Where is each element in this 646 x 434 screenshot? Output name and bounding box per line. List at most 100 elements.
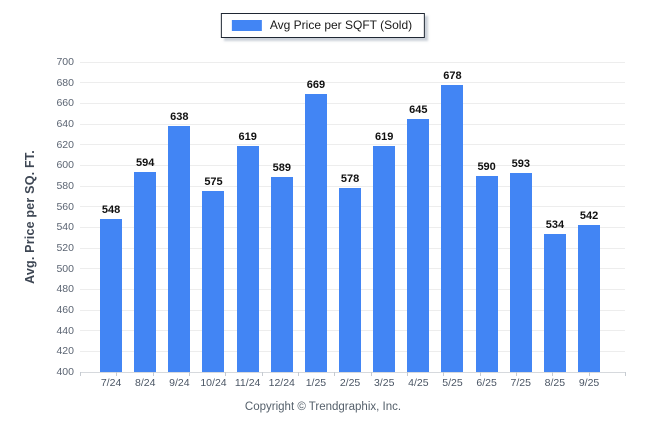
bar (475, 175, 498, 372)
x-tick-label: 9/24 (169, 377, 190, 389)
x-tick-label: 6/25 (476, 377, 497, 389)
y-tick-label: 660 (56, 97, 74, 110)
axis-tick-mark (225, 372, 227, 376)
y-tick-label: 680 (56, 76, 74, 89)
x-tick-label: 9/25 (578, 377, 600, 389)
y-tick-label: 640 (56, 118, 74, 130)
bar-value-label: 594 (136, 156, 155, 169)
bar-value-label: 678 (443, 69, 462, 82)
y-tick-label: 500 (56, 262, 74, 275)
bar (339, 188, 362, 372)
bar-value-label: 575 (204, 176, 223, 189)
x-tick-label: 7/25 (510, 377, 531, 389)
gridline (80, 164, 625, 166)
bar-cell-2-25: 578 (333, 173, 367, 372)
y-tick-label: 560 (56, 200, 74, 213)
bar-cell-10-24: 575 (196, 176, 230, 372)
y-tick-label: 540 (56, 221, 74, 234)
x-tick-label: 1/25 (305, 377, 327, 389)
axis-tick-mark (552, 372, 554, 376)
bar (543, 233, 566, 372)
x-tick-label: 4/25 (408, 377, 429, 389)
bar-cell-9-25: 542 (572, 210, 606, 372)
bar-value-label: 638 (170, 111, 189, 124)
bar-cell-11-24: 619 (231, 131, 265, 372)
axis-tick-mark (370, 372, 372, 376)
y-tick-label: 600 (56, 159, 74, 172)
bar-value-label: 578 (340, 173, 360, 186)
y-tick-label: 420 (56, 345, 74, 358)
x-tick-label: 11/24 (234, 377, 261, 389)
bar-value-label: 593 (511, 157, 530, 170)
axis-tick-mark (443, 372, 445, 376)
bar (509, 172, 532, 372)
y-tick-label: 480 (56, 283, 74, 296)
bar-cell-12-24: 589 (265, 162, 299, 372)
axis-tick-mark (334, 372, 336, 376)
bar-value-label: 645 (409, 103, 428, 116)
x-tick-label: 8/25 (544, 377, 566, 389)
bar (441, 84, 464, 372)
bar-cell-7-24: 548 (94, 204, 128, 372)
gridline (80, 144, 625, 146)
bar-cell-5-25: 678 (435, 70, 469, 372)
axis-tick-mark (298, 372, 299, 376)
bar (270, 176, 293, 372)
bar-cell-6-25: 590 (470, 161, 504, 372)
bar-cell-9-24: 638 (162, 111, 196, 372)
bar (304, 94, 327, 372)
bar (100, 219, 123, 372)
gridline (80, 123, 625, 125)
bar (168, 126, 191, 372)
bar (134, 171, 157, 372)
bar-value-label: 590 (477, 160, 496, 173)
axis-tick-mark (479, 372, 481, 376)
x-tick-label: 10/24 (200, 377, 227, 389)
gridline (80, 82, 625, 84)
bar (202, 191, 225, 372)
bar-cell-8-25: 534 (538, 219, 572, 372)
bar-value-label: 589 (272, 161, 291, 174)
gridline (80, 102, 625, 104)
bar-value-label: 542 (579, 210, 599, 223)
y-tick-label: 620 (56, 138, 74, 151)
axis-tick-mark (189, 372, 190, 376)
bar-cell-1-25: 669 (299, 79, 333, 372)
x-tick-label: 8/24 (134, 377, 156, 389)
x-tick-label: 12/24 (268, 377, 295, 389)
bar (578, 225, 601, 372)
axis-tick-mark (261, 372, 263, 376)
y-tick-label: 400 (56, 366, 74, 378)
bar-row: 548 594 638 575 619 589 669 578 619 645 678 590 593 5… (94, 62, 606, 372)
x-tick-label: 2/25 (339, 377, 361, 389)
bar-value-label: 619 (238, 130, 257, 143)
y-tick-label: 460 (56, 304, 74, 316)
legend-swatch (231, 20, 262, 31)
x-tick-label: 5/25 (442, 377, 463, 389)
axis-tick-mark (588, 372, 590, 376)
x-tick-label: 3/25 (373, 377, 395, 389)
bar-value-label: 548 (101, 204, 121, 217)
bar-value-label: 669 (306, 79, 326, 92)
plot-area: 548 594 638 575 619 589 669 578 619 645 678 590 593 5… (80, 61, 626, 376)
gridline (80, 185, 625, 187)
bar-value-label: 534 (545, 218, 565, 231)
bar-cell-3-25: 619 (367, 131, 401, 372)
copyright-text: Copyright © Trendgraphix, Inc. (244, 401, 402, 413)
bar (407, 118, 430, 372)
x-tick-label: 7/24 (100, 377, 122, 389)
legend: Avg Price per SQFT (Sold) (220, 13, 426, 38)
axis-tick-mark (116, 372, 118, 376)
y-tick-label: 700 (56, 56, 74, 68)
bar-cell-7-25: 593 (504, 158, 538, 372)
axis-tick-mark (625, 372, 626, 376)
axis-tick-mark (80, 372, 81, 376)
bar-cell-4-25: 645 (401, 104, 435, 372)
legend-label: Avg Price per SQFT (Sold) (269, 18, 413, 32)
y-tick-label: 520 (56, 242, 74, 254)
axis-tick-mark (407, 372, 408, 376)
y-tick-label: 580 (56, 180, 74, 192)
gridline (80, 61, 625, 63)
x-axis-baseline (80, 371, 625, 373)
